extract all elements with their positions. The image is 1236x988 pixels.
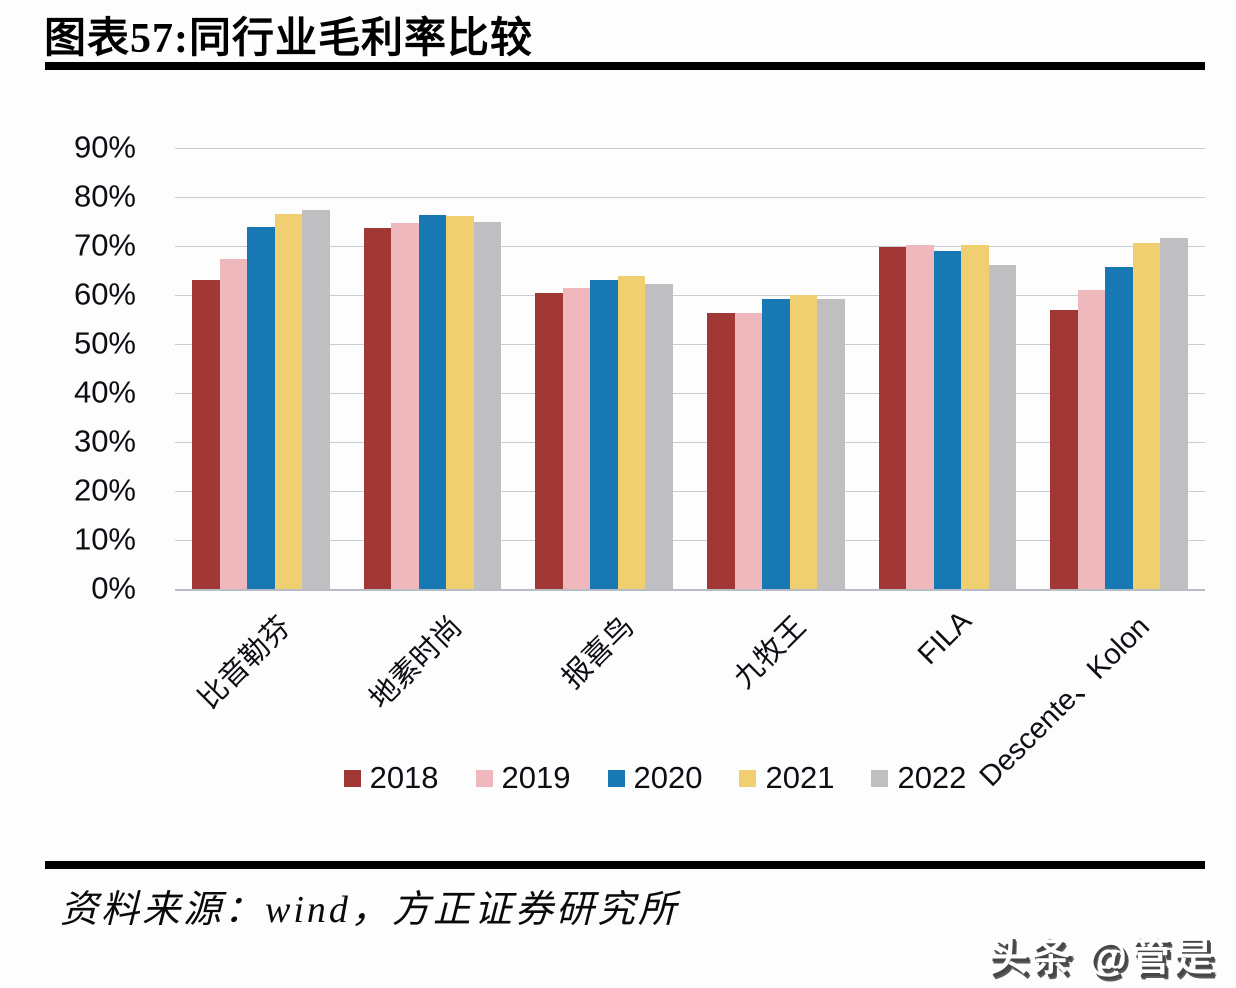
y-tick-label: 20% — [73, 472, 136, 508]
legend-label: 2018 — [369, 760, 439, 795]
legend-label: 2019 — [501, 760, 571, 795]
bar-2018 — [707, 312, 735, 589]
legend-item-2022: 2022 — [871, 760, 966, 796]
bar-group-1 — [175, 148, 347, 589]
y-tick-labels: 90% 80% 70% 60% 50% 40% 30% 20% 10% 0% — [0, 129, 136, 605]
bar-2019 — [219, 259, 248, 589]
y-tick-label: 60% — [73, 276, 136, 312]
bar-2020 — [247, 226, 275, 589]
bar-2020 — [933, 251, 962, 589]
x-category-label: 地素时尚 — [364, 610, 469, 716]
bar-groups — [175, 148, 1205, 589]
y-tick-label: 0% — [91, 570, 136, 606]
bar-2020 — [762, 298, 790, 589]
bar-group-2 — [347, 148, 519, 589]
bar-2022 — [1160, 238, 1188, 589]
bar-2018 — [192, 280, 220, 589]
legend-swatch — [607, 769, 625, 787]
bar-2021 — [1132, 242, 1161, 589]
source-note: 资料来源：wind，方正证券研究所 — [60, 889, 679, 931]
y-tick-label: 50% — [73, 325, 136, 361]
bar-2018 — [1050, 310, 1078, 589]
legend-swatch — [871, 769, 889, 787]
gridline — [175, 197, 1205, 198]
x-category-label: 比音勒芬 — [192, 610, 298, 716]
y-tick-label: 10% — [73, 521, 136, 557]
y-tick-label: 80% — [73, 178, 136, 214]
legend-item-2018: 2018 — [343, 760, 439, 796]
gridline — [175, 540, 1205, 541]
gridline — [175, 246, 1205, 247]
gridline — [175, 442, 1205, 443]
bar-2022 — [302, 209, 330, 589]
bar-group-6 — [1033, 148, 1205, 589]
plot-area — [175, 148, 1205, 591]
y-tick-label: 70% — [73, 227, 136, 263]
legend-item-2021: 2021 — [739, 760, 834, 796]
legend-item-2020: 2020 — [607, 760, 703, 796]
bar-2020 — [418, 214, 447, 589]
bar-group-5 — [862, 148, 1034, 589]
bar-2018 — [363, 228, 392, 589]
chart-legend: 2018 2019 2020 2021 2022 — [140, 760, 1170, 796]
footer-rule — [45, 861, 1205, 869]
legend-swatch — [343, 769, 361, 787]
legend-label: 2021 — [765, 760, 835, 795]
gridline — [175, 148, 1205, 149]
x-category-label: 报喜鸟 — [556, 610, 641, 695]
x-axis-line — [175, 589, 1205, 591]
bar-2019 — [734, 313, 763, 589]
bar-2022 — [988, 265, 1017, 589]
x-category-label: FILA — [912, 605, 979, 671]
bar-2020 — [590, 279, 618, 589]
bar-group-3 — [518, 148, 690, 589]
legend-item-2019: 2019 — [475, 760, 571, 796]
bar-2021 — [789, 295, 818, 589]
bar-2021 — [617, 276, 646, 589]
bar-2022 — [473, 222, 502, 589]
bar-2019 — [906, 245, 934, 589]
gridline — [175, 393, 1205, 394]
legend-swatch — [739, 769, 757, 787]
figure-title: 图表57:同行业毛利率比较 — [44, 16, 533, 62]
bar-2019 — [562, 288, 591, 589]
bar-2019 — [391, 223, 419, 589]
legend-swatch — [475, 769, 493, 787]
gridline — [175, 491, 1205, 492]
gridline — [175, 344, 1205, 345]
bar-2020 — [1105, 266, 1133, 589]
bar-2022 — [817, 299, 845, 589]
bar-2019 — [1077, 289, 1106, 589]
y-tick-label: 30% — [73, 423, 136, 459]
legend-label: 2020 — [633, 760, 703, 795]
title-rule — [45, 62, 1205, 70]
x-category-label: 九牧王 — [727, 610, 813, 695]
y-tick-label: 40% — [73, 374, 136, 410]
bar-group-4 — [690, 148, 862, 589]
bar-2021 — [274, 214, 303, 589]
bar-2018 — [878, 247, 907, 589]
gridline — [175, 295, 1205, 296]
bar-2022 — [645, 283, 673, 589]
legend-label: 2022 — [897, 760, 967, 795]
y-tick-label: 90% — [73, 129, 136, 165]
bar-2021 — [446, 215, 474, 589]
bar-2021 — [961, 244, 989, 589]
bar-2018 — [535, 292, 563, 589]
toutiao-watermark: 头条 @管是 — [987, 935, 1216, 979]
